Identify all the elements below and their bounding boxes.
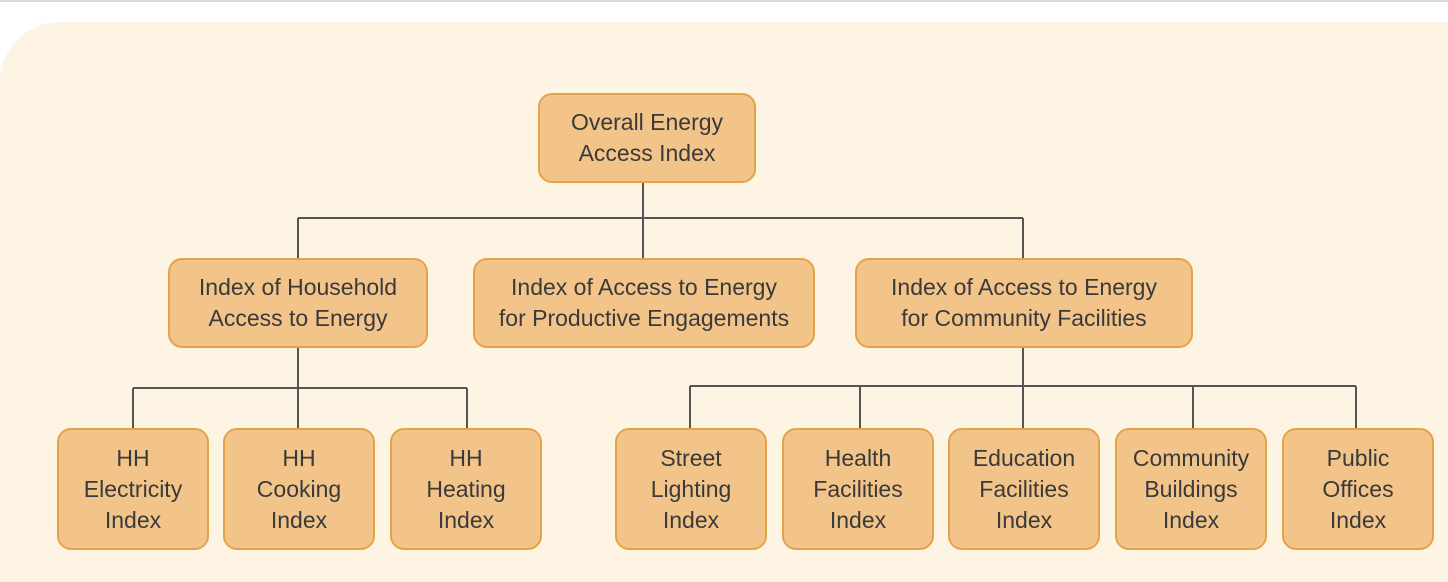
node-label-line: for Productive Engagements [498,305,790,331]
node-label-line: Buildings [1144,475,1238,502]
node-label-line: Heating [426,475,506,502]
node-label-line: Index [104,506,162,533]
node-label-line: Index of Access to Energy [511,274,777,300]
node-overall-energy-access-index: Overall Energy Access Index [538,93,756,183]
node-label-line: HH [116,444,150,471]
node-label-line: Index [270,506,328,533]
node-label-line: Education [972,444,1076,471]
node-label-line: Cooking [256,475,342,502]
node-label-line: HH [449,444,483,471]
node-label-line: Community [1132,444,1250,471]
node-hh-heating-index: HH Heating Index [390,428,542,550]
node-household-access-index: Index of Household Access to Energy [168,258,428,348]
top-divider [0,0,1448,2]
node-label-line: Facilities [979,475,1069,502]
node-label-line: Offices [1322,475,1394,502]
node-label-line: HH [282,444,316,471]
node-label-line: Overall Energy [570,109,724,135]
node-label-line: Access to Energy [208,305,388,331]
node-label-line: for Community Facilities [901,305,1147,331]
node-label-line: Public [1326,444,1390,471]
node-hh-electricity-index: HH Electricity Index [57,428,209,550]
node-label-line: Index [662,506,720,533]
node-label-line: Index [1162,506,1220,533]
node-label-line: Index of Household [198,274,398,300]
node-productive-engagements-index: Index of Access to Energy for Productive… [473,258,815,348]
node-label-line: Index [437,506,495,533]
node-label-line: Lighting [650,475,732,502]
node-street-lighting-index: Street Lighting Index [615,428,767,550]
node-label-line: Access Index [578,140,716,166]
node-label-line: Street [660,444,722,471]
node-label-line: Index [995,506,1053,533]
node-public-offices-index: Public Offices Index [1282,428,1434,550]
node-health-facilities-index: Health Facilities Index [782,428,934,550]
node-education-facilities-index: Education Facilities Index [948,428,1100,550]
node-label-line: Index [829,506,887,533]
node-label-line: Health [824,444,892,471]
node-label-line: Index of Access to Energy [891,274,1157,300]
node-label-line: Electricity [83,475,183,502]
node-community-facilities-index: Index of Access to Energy for Community … [855,258,1193,348]
node-hh-cooking-index: HH Cooking Index [223,428,375,550]
node-label-line: Index [1329,506,1387,533]
node-label-line: Facilities [813,475,903,502]
node-community-buildings-index: Community Buildings Index [1115,428,1267,550]
